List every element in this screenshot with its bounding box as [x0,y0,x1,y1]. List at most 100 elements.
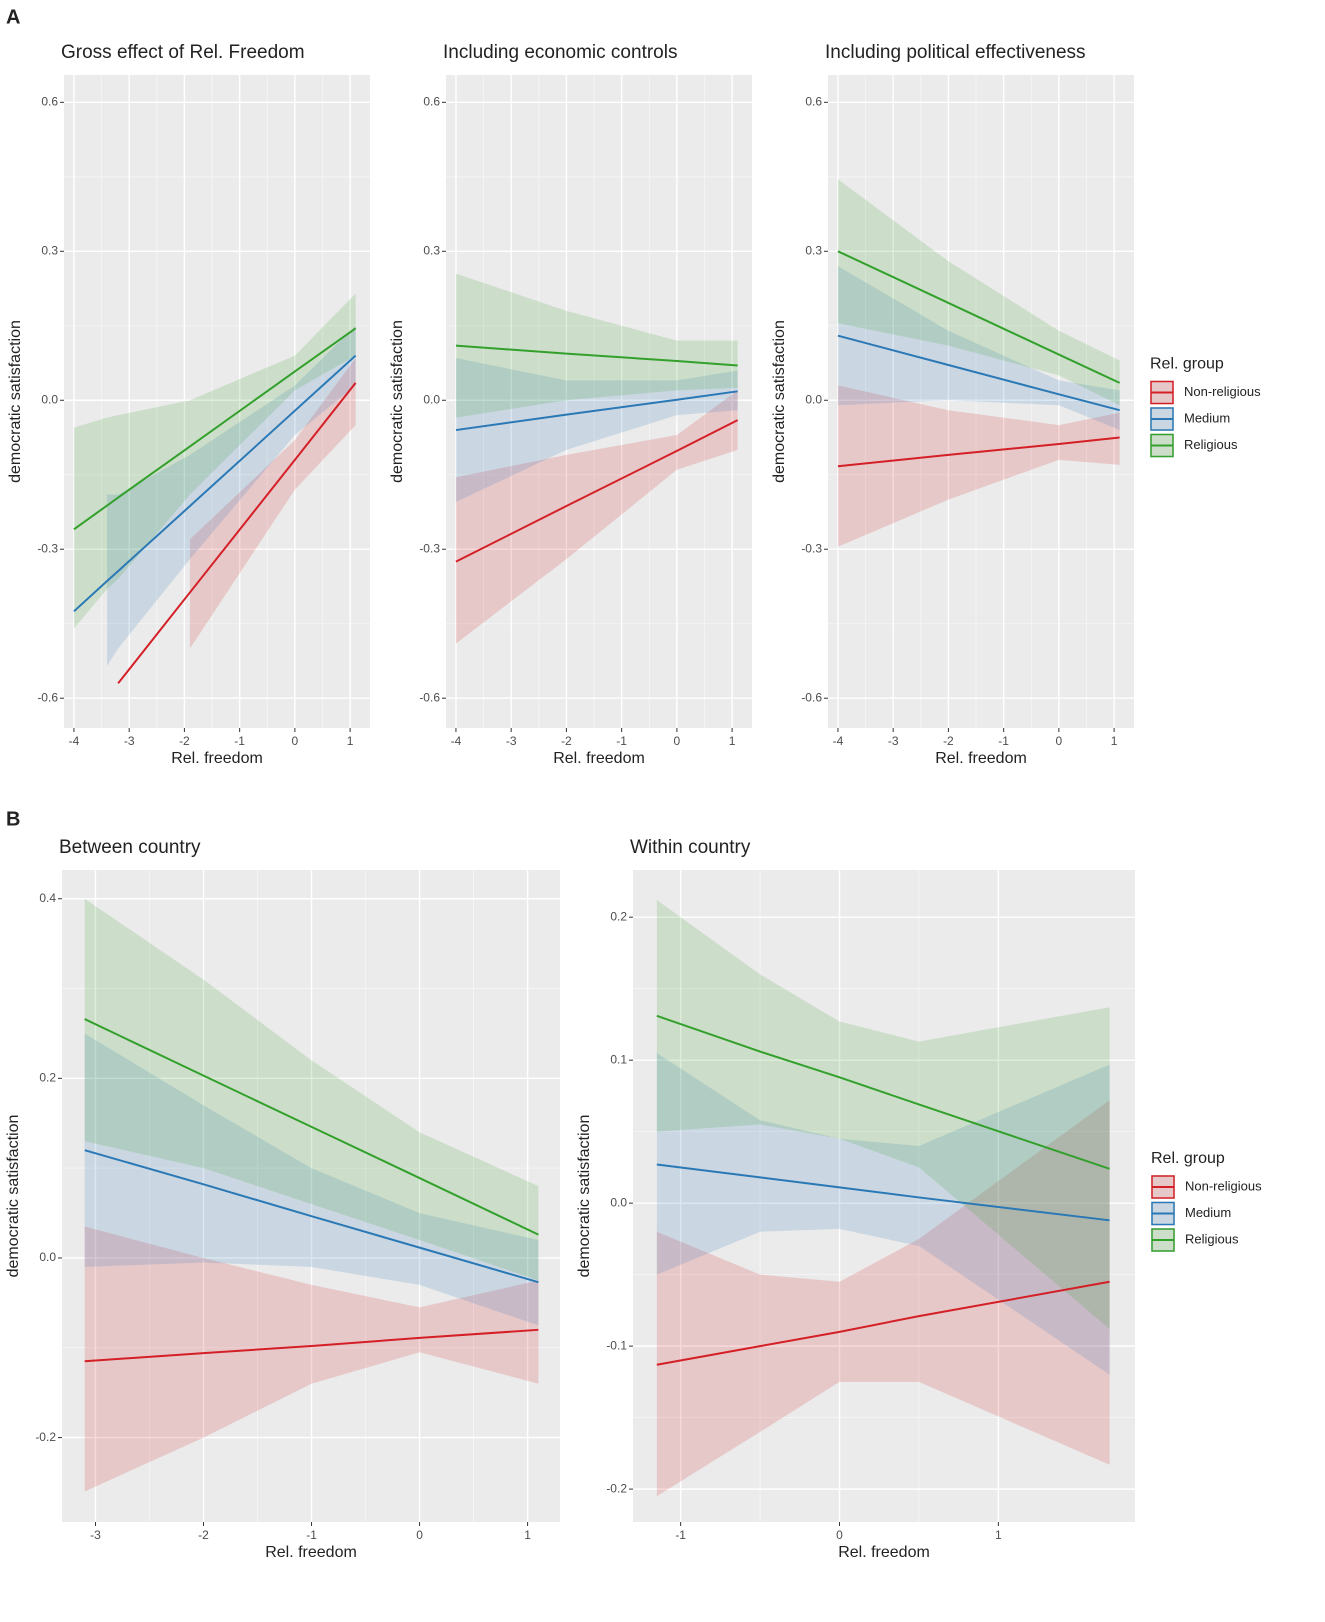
x-tick-label: -4 [451,734,462,748]
trend-line [837,250,1121,384]
y-tick-label: -0.3 [801,541,822,555]
trend-line [455,390,738,432]
y-tick-label: 0.0 [610,1195,627,1209]
plot-background [64,75,370,728]
confidence-ribbon [656,1100,1110,1497]
y-axis-label: democratic satisfaction [576,1115,593,1278]
y-tick-label: 0.6 [423,94,440,108]
trend-line [455,419,739,563]
y-tick-label: 0.6 [805,94,822,108]
x-tick-label: -3 [506,734,517,748]
y-tick-label: 0.2 [610,909,627,923]
chart-title: Including political effectiveness [825,42,1086,63]
trend-line [656,1014,1110,1170]
x-tick-label: -3 [90,1528,101,1542]
x-tick-label: -3 [888,734,899,748]
trend-line [837,334,1120,412]
y-axis-label: democratic satisfaction [389,320,406,483]
confidence-ribbon [656,1053,1110,1375]
trend-line [656,1280,1110,1366]
y-tick-label: -0.2 [606,1481,627,1495]
x-tick-label: 0 [836,1528,843,1542]
trend-line [837,436,1120,468]
trend-line [73,327,357,531]
x-tick-label: 0 [674,734,681,748]
y-tick-label: -0.6 [801,690,822,704]
legend-title: Rel. group [1150,356,1224,373]
trend-line [73,354,357,613]
confidence-ribbon [837,179,1120,406]
x-tick-label: 0 [416,1528,423,1542]
y-axis-label: democratic satisfaction [771,320,788,483]
trend-line [84,1149,539,1284]
y-tick-label: -0.3 [419,541,440,555]
x-tick-label: -2 [943,734,954,748]
y-tick-label: -0.3 [37,541,58,555]
x-tick-label: -1 [306,1528,317,1542]
y-tick-label: 0.0 [39,1250,56,1264]
x-tick-label: 1 [1111,734,1118,748]
x-tick-label: -2 [179,734,190,748]
trend-line [84,1328,539,1363]
chart-title: Gross effect of Rel. Freedom [61,42,305,63]
y-tick-label: 0.0 [805,392,822,406]
x-tick-label: -2 [561,734,572,748]
confidence-ribbon [84,1033,539,1326]
y-axis-label: democratic satisfaction [5,1115,22,1278]
y-tick-label: -0.6 [419,690,440,704]
y-tick-label: 0.1 [610,1052,627,1066]
legend-label: Religious [1185,1231,1239,1246]
x-tick-label: 1 [347,734,354,748]
chart-title: Including economic controls [443,42,677,63]
plot-background [633,870,1135,1522]
y-tick-label: 0.3 [423,243,440,257]
plot-background [446,75,752,728]
chart-title: Within country [630,837,751,858]
trend-line [656,1163,1110,1222]
y-tick-label: 0.0 [41,392,58,406]
confidence-ribbon [837,266,1120,431]
x-tick-label: -1 [998,734,1009,748]
y-tick-label: -0.1 [606,1338,627,1352]
y-tick-label: 0.6 [41,94,58,108]
trend-line [84,1018,539,1236]
y-tick-label: -0.2 [35,1430,56,1444]
confidence-ribbon [656,900,1110,1329]
confidence-ribbon [84,898,539,1281]
legend-label: Non-religious [1185,1178,1262,1193]
x-tick-label: 0 [292,734,299,748]
confidence-ribbon [837,385,1120,547]
legend-label: Medium [1185,1205,1231,1220]
y-tick-label: 0.0 [423,392,440,406]
x-tick-label: -1 [616,734,627,748]
x-tick-label: 0 [1056,734,1063,748]
y-tick-label: -0.6 [37,690,58,704]
trend-line [117,382,357,684]
confidence-ribbon [84,1226,539,1492]
confidence-ribbon [455,273,738,418]
chart-title: Between country [59,837,201,858]
confidence-ribbon [455,390,738,644]
legend-label: Medium [1184,410,1230,425]
x-tick-label: -4 [69,734,80,748]
x-tick-label: -3 [124,734,135,748]
x-axis-label: Rel. freedom [838,1544,930,1561]
y-tick-label: 0.4 [39,891,56,905]
x-tick-label: -2 [198,1528,209,1542]
x-tick-label: -1 [234,734,245,748]
panel-label: B [6,808,20,830]
x-tick-label: 1 [995,1528,1002,1542]
x-axis-label: Rel. freedom [935,750,1027,767]
y-tick-label: 0.3 [41,243,58,257]
panel-label: A [6,6,20,28]
x-axis-label: Rel. freedom [265,1544,357,1561]
confidence-ribbon [189,358,356,649]
x-tick-label: 1 [524,1528,531,1542]
y-tick-label: 0.3 [805,243,822,257]
legend-title: Rel. group [1151,1150,1225,1167]
x-axis-label: Rel. freedom [553,750,645,767]
x-tick-label: -1 [675,1528,686,1542]
legend-label: Religious [1184,437,1238,452]
x-tick-label: -4 [833,734,844,748]
